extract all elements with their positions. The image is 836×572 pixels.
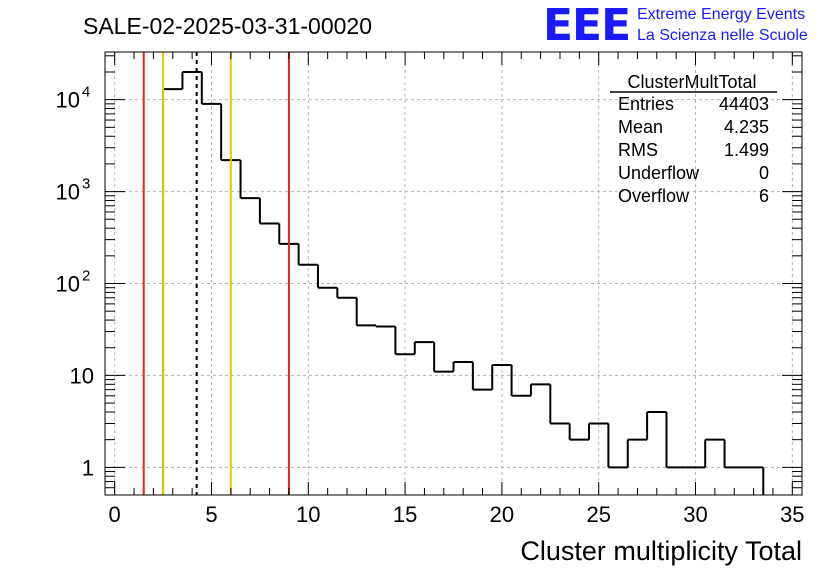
x-tick-label: 25 xyxy=(586,502,610,527)
stats-row-value: 0 xyxy=(759,163,769,183)
x-axis-title: Cluster multiplicity Total xyxy=(520,536,802,566)
histogram-bar xyxy=(665,411,686,469)
stats-row-value: 44403 xyxy=(719,94,769,114)
histogram-bar xyxy=(355,297,377,327)
stats-rows: Entries 44403 Mean 4.235 RMS 1.499 Underflow 0 O… xyxy=(618,94,769,206)
y-tick-label-exponent: 2 xyxy=(82,267,90,284)
stats-row-label: Underflow xyxy=(618,163,700,183)
histogram-bar xyxy=(239,160,260,200)
eee-logo-line1: Extreme Energy Events xyxy=(637,6,805,23)
histogram-bar xyxy=(200,71,222,105)
y-tick-label: 1 xyxy=(82,455,94,480)
stats-row-label: Entries xyxy=(618,94,674,114)
stats-title: ClusterMultTotal xyxy=(627,72,756,92)
histogram-bar xyxy=(316,264,338,289)
plot-frame xyxy=(104,51,803,496)
histogram-bar xyxy=(529,383,551,396)
chart-title: SALE-02-2025-03-31-00020 xyxy=(83,13,372,39)
x-tick-labels: 0 5 10 15 20 25 30 35 xyxy=(109,502,805,527)
stats-row-label: Mean xyxy=(618,117,663,137)
histogram-bar xyxy=(510,364,531,397)
y-tick-label: 10 xyxy=(56,88,80,113)
x-tick-label: 30 xyxy=(683,502,707,527)
histogram-bar xyxy=(723,439,744,469)
x-tick-label: 35 xyxy=(780,502,804,527)
histogram-bar xyxy=(646,410,667,440)
stats-row-value: 6 xyxy=(759,186,769,206)
histogram-bar xyxy=(375,325,396,328)
stats-row-value: 1.499 xyxy=(724,140,769,160)
y-tick-label: 10 xyxy=(56,180,80,205)
histogram-bar xyxy=(704,438,725,468)
histogram-bars xyxy=(162,70,765,495)
histogram-bar xyxy=(258,198,280,225)
axis-ticks xyxy=(105,52,802,496)
y-tick-label-exponent: 3 xyxy=(82,176,90,193)
vertical-markers xyxy=(142,52,290,495)
histogram-bar xyxy=(452,360,473,372)
x-tick-label: 0 xyxy=(109,502,121,527)
histogram-bar xyxy=(162,88,183,495)
histogram-bar xyxy=(743,466,765,495)
y-tick-label-exponent: 4 xyxy=(82,84,90,101)
x-tick-label: 5 xyxy=(205,502,217,527)
stats-row-label: Overflow xyxy=(618,186,690,206)
histogram-bar xyxy=(568,423,590,441)
histogram-bar xyxy=(607,423,628,469)
histogram-bar xyxy=(471,361,493,391)
x-tick-label: 10 xyxy=(296,502,320,527)
histogram-bar xyxy=(181,70,202,90)
histogram-bar xyxy=(588,422,609,440)
x-tick-label: 20 xyxy=(490,502,514,527)
y-tick-label: 10 xyxy=(70,363,94,388)
histogram-bar xyxy=(491,363,512,390)
grid-lines xyxy=(105,52,802,495)
stats-row-label: RMS xyxy=(618,140,658,160)
histogram-bar xyxy=(394,326,415,356)
eee-logo-line2: La Scienza nelle Scuole xyxy=(637,27,808,44)
eee-logo-text: EEE xyxy=(543,0,630,51)
x-tick-label: 15 xyxy=(393,502,417,527)
histogram-bar xyxy=(297,243,318,266)
y-tick-label: 10 xyxy=(56,271,80,296)
histogram-bar xyxy=(626,438,648,468)
eee-logo: EEE Extreme Energy Events La Scienza nel… xyxy=(543,0,808,51)
stats-box: ClusterMultTotal Entries 44403 Mean 4.235 RM… xyxy=(610,72,777,206)
histogram-bar xyxy=(336,287,357,299)
stats-row-value: 4.235 xyxy=(724,117,769,137)
histogram-bar xyxy=(433,342,454,373)
histogram-bar xyxy=(549,384,570,425)
histogram-bar xyxy=(413,341,435,355)
